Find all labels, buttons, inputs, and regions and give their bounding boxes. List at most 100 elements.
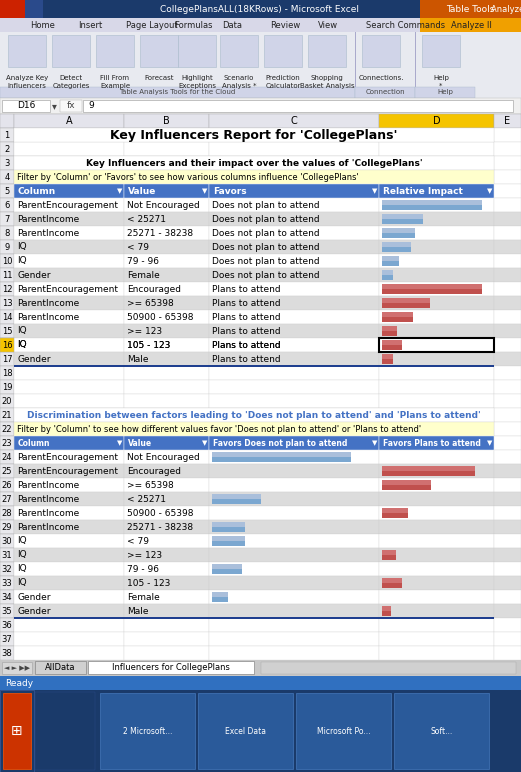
Bar [382,466,475,476]
Text: Excel Data: Excel Data [225,726,266,736]
Bar [14,617,494,619]
Text: 2 Microsoft...: 2 Microsoft... [123,726,172,736]
Bar [212,452,351,456]
Text: 10: 10 [2,256,13,266]
Bar [260,662,516,674]
Bar [209,646,379,660]
Bar [494,128,521,142]
Text: View: View [318,21,338,29]
Bar [35,661,85,674]
Bar [264,35,302,67]
Bar [382,270,393,280]
Bar [124,604,209,618]
Bar [14,310,124,324]
Bar [379,422,494,436]
Bar [0,114,14,128]
Text: Insert: Insert [78,21,102,29]
Text: Favors Does not plan to attend: Favors Does not plan to attend [213,438,348,448]
Text: Connection: Connection [365,89,405,95]
Bar [0,128,14,142]
Bar [124,632,209,646]
Bar [14,436,124,450]
Bar [52,35,90,67]
Bar [209,184,379,198]
Text: Male: Male [127,607,148,615]
Bar [14,128,124,142]
Text: 13: 13 [2,299,13,307]
Text: IQ: IQ [17,550,27,560]
Bar [382,508,408,513]
Bar [14,366,124,380]
Bar [379,450,494,464]
Bar [379,156,494,170]
Bar [124,506,209,520]
Bar [382,242,412,246]
Bar [494,170,521,184]
Bar [209,114,379,128]
Bar [379,520,494,534]
Text: 50900 - 65398: 50900 - 65398 [127,509,193,517]
Bar [415,87,475,98]
Text: ▼: ▼ [117,188,122,194]
Text: Soft...: Soft... [430,726,453,736]
Bar [209,492,379,506]
Bar [0,394,14,408]
Bar [83,100,513,112]
Bar [494,436,521,450]
Bar [212,522,245,532]
Bar [124,520,209,534]
Bar [14,646,124,660]
Text: IQ: IQ [17,340,27,350]
Bar [209,436,379,450]
Bar [382,228,415,238]
Text: ParentIncome: ParentIncome [17,299,79,307]
Bar [494,590,521,604]
Text: Highlight: Highlight [181,75,213,81]
Bar [494,562,521,576]
Text: Key Influencers and their impact over the values of 'CollegePlans': Key Influencers and their impact over th… [85,158,423,168]
Bar [382,214,424,218]
Text: 105 - 123: 105 - 123 [127,340,170,350]
Bar [355,87,415,98]
Bar [0,520,14,534]
Bar [382,256,400,260]
Bar [124,114,209,128]
Bar [209,268,379,282]
Bar [0,690,521,772]
Text: >= 123: >= 123 [127,550,162,560]
Bar [124,226,209,240]
Text: 32: 32 [2,564,13,574]
Bar [14,170,124,184]
Bar [0,282,14,296]
Bar [14,394,124,408]
Bar [14,632,124,646]
Bar [14,198,124,212]
Bar [379,506,494,520]
Bar [209,534,379,548]
Bar [220,35,258,67]
Bar [494,422,521,436]
Bar [124,618,209,632]
Bar [209,366,379,380]
Bar [0,254,14,268]
Bar [14,142,124,156]
Bar [379,562,494,576]
Bar [124,478,209,492]
Bar [124,380,209,394]
Bar [14,254,124,268]
Bar [124,240,209,254]
Text: 36: 36 [2,621,13,629]
Bar [212,564,242,574]
Bar [355,32,356,87]
Bar [124,534,209,548]
Text: ParentIncome: ParentIncome [17,313,79,321]
Bar [382,242,412,252]
Bar [379,394,494,408]
Bar [379,282,494,296]
Text: 9: 9 [4,242,9,252]
Bar [124,352,209,366]
Text: ParentEncouragement: ParentEncouragement [17,452,118,462]
Text: IQ: IQ [17,564,27,574]
Text: Forecast: Forecast [144,75,173,81]
Bar [124,310,209,324]
